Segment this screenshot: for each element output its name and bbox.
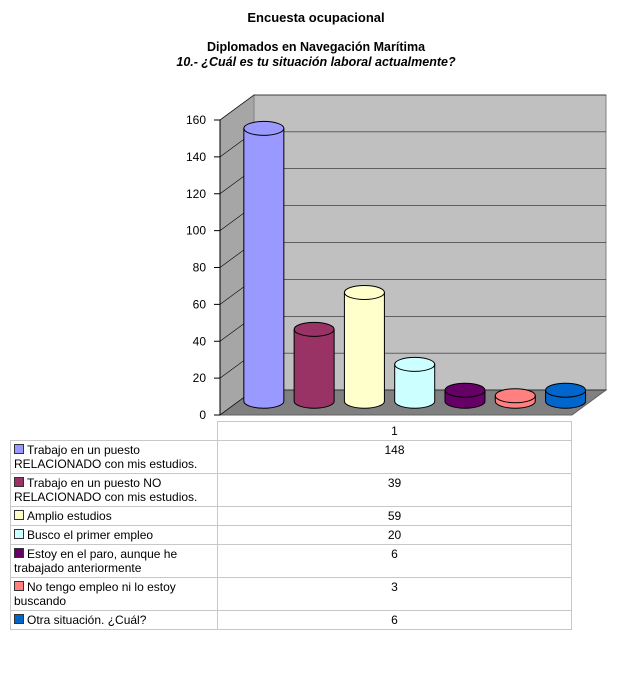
table-row: Amplio estudios 59 <box>10 506 572 526</box>
y-tick-label: 80 <box>193 261 207 275</box>
value-cell: 6 <box>217 610 572 630</box>
legend-label-cell: Estoy en el paro, aunque he trabajado an… <box>10 544 218 578</box>
bar-top <box>293 321 335 337</box>
legend-label: Amplio estudios <box>27 509 112 523</box>
bar <box>444 382 486 409</box>
chart-title: Encuesta ocupacional <box>247 10 385 25</box>
table-row: Estoy en el paro, aunque he trabajado an… <box>10 544 572 578</box>
legend-swatch <box>14 548 24 558</box>
bar <box>293 321 335 409</box>
legend-label: Trabajo en un puesto NO RELACIONADO con … <box>14 476 198 504</box>
y-tick-label: 120 <box>186 187 206 201</box>
value-cell: 148 <box>217 440 572 474</box>
legend-label-cell: Otra situación. ¿Cuál? <box>10 610 218 630</box>
legend-swatch <box>14 614 24 624</box>
bar-body <box>343 291 385 409</box>
legend-swatch <box>14 444 24 454</box>
gridline <box>219 94 606 121</box>
data-table: 1 Trabajo en un puesto RELACIONADO con m… <box>10 421 572 630</box>
table-row: Trabajo en un puesto RELACIONADO con mis… <box>10 440 572 474</box>
y-axis: 0 20 40 60 80 100 120 140 160 <box>186 113 221 421</box>
y-tick-label: 160 <box>186 113 206 127</box>
legend-label-cell: Trabajo en un puesto RELACIONADO con mis… <box>10 440 218 474</box>
bar-top <box>343 284 385 300</box>
legend-label-cell: No tengo empleo ni lo estoy buscando <box>10 577 218 611</box>
legend-label: Busco el primer empleo <box>27 528 154 542</box>
value-cell: 3 <box>217 577 572 611</box>
table-row: Otra situación. ¿Cuál? 6 <box>10 610 572 630</box>
bar <box>545 382 587 409</box>
bar-top <box>394 356 436 372</box>
y-tick-label: 100 <box>186 224 206 238</box>
bar <box>494 388 536 409</box>
bar-body <box>293 328 335 409</box>
legend-label: Trabajo en un puesto RELACIONADO con mis… <box>14 443 198 471</box>
bar-top <box>545 382 587 398</box>
value-cell: 20 <box>217 525 572 545</box>
legend-label-cell: Busco el primer empleo <box>10 525 218 545</box>
table-header-row: 1 <box>10 421 572 441</box>
legend-label: Otra situación. ¿Cuál? <box>27 613 147 627</box>
legend-label: Estoy en el paro, aunque he trabajado an… <box>14 547 178 575</box>
y-tick-label: 40 <box>193 334 207 348</box>
legend-swatch <box>14 581 24 591</box>
y-tick-label: 60 <box>193 297 207 311</box>
bar-top <box>243 120 285 136</box>
bars <box>243 120 587 409</box>
value-cell: 59 <box>217 506 572 526</box>
table-row: Trabajo en un puesto NO RELACIONADO con … <box>10 473 572 507</box>
bar-body <box>394 363 436 409</box>
legend-label-cell: Amplio estudios <box>10 506 218 526</box>
y-tick-label: 140 <box>186 150 206 164</box>
value-cell: 6 <box>217 544 572 578</box>
bar-chart: 0 20 40 60 80 100 120 140 160 <box>186 94 608 421</box>
y-tick-label: 0 <box>199 408 206 421</box>
legend-label: No tengo empleo ni lo estoy buscando <box>14 580 176 608</box>
legend-label-cell: Trabajo en un puesto NO RELACIONADO con … <box>10 473 218 507</box>
bar <box>394 356 436 409</box>
y-tick-label: 20 <box>193 371 207 385</box>
table-row: No tengo empleo ni lo estoy buscando 3 <box>10 577 572 611</box>
bar <box>243 120 285 409</box>
bar-body <box>243 127 285 409</box>
legend-swatch <box>14 529 24 539</box>
value-cell: 39 <box>217 473 572 507</box>
bar-top <box>494 388 536 404</box>
legend-swatch <box>14 510 24 520</box>
table-header-empty <box>10 421 218 441</box>
chart-subtitle: Diplomados en Navegación Marítima <box>206 40 426 54</box>
table-header-category: 1 <box>217 421 572 441</box>
table-row: Busco el primer empleo 20 <box>10 525 572 545</box>
bar <box>343 284 385 409</box>
survey-question: 10.- ¿Cuál es tu situación laboral actua… <box>176 55 456 69</box>
bar-top <box>444 382 486 398</box>
legend-swatch <box>14 477 24 487</box>
